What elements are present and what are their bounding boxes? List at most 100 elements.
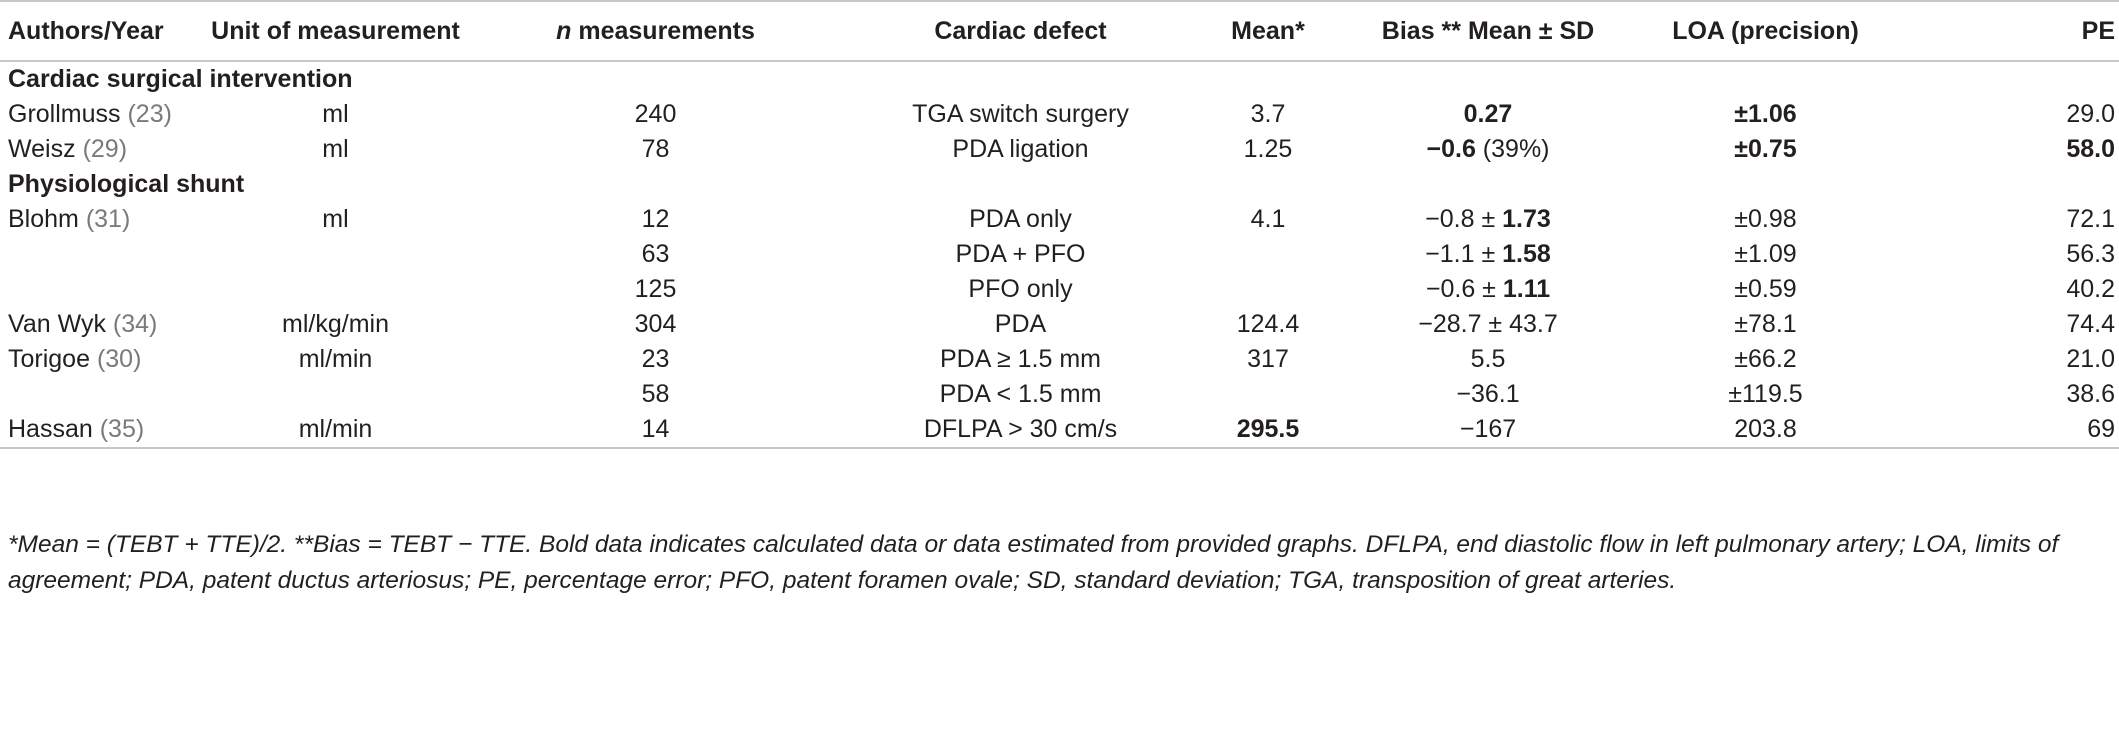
bias-sd-bold: 1.11	[1502, 275, 1551, 303]
table-row: Van Wyk (34) ml/kg/min 304 PDA 124.4 −28…	[0, 307, 2119, 342]
bias-bold: 0.27	[1463, 100, 1513, 128]
section-row: Physiological shunt	[0, 167, 2119, 202]
n-cell: 78	[641, 135, 670, 163]
unit-cell: ml/kg/min	[282, 310, 389, 338]
loa-cell: ±0.59	[1734, 275, 1797, 303]
loa-cell: ±0.98	[1734, 205, 1797, 233]
section-title: Physiological shunt	[8, 170, 245, 198]
pe-cell: 21.0	[2066, 345, 2115, 373]
author-cell: Weisz (29)	[0, 132, 198, 167]
bias-cell: −167	[1333, 412, 1643, 449]
reference-link[interactable]: (34)	[112, 310, 158, 338]
reference-link[interactable]: (29)	[82, 135, 128, 163]
author-name: Grollmuss	[8, 100, 121, 128]
header-pe: PE	[1888, 0, 2119, 62]
author-name: Blohm	[8, 205, 79, 233]
header-unit: Unit of measurement	[198, 0, 473, 62]
reference-link[interactable]: (31)	[85, 205, 131, 233]
reference-link[interactable]: (35)	[99, 415, 145, 443]
reference-link[interactable]: (30)	[96, 345, 142, 373]
table-row: Hassan (35) ml/min 14 DFLPA > 30 cm/s 29…	[0, 412, 2119, 449]
table-row: 63 PDA + PFO −1.1 ± 1.58 ±1.09 56.3	[0, 237, 2119, 272]
n-cell: 23	[641, 345, 670, 373]
unit-cell	[198, 237, 473, 272]
unit-cell: ml/min	[198, 412, 473, 449]
unit-cell: ml	[322, 135, 349, 163]
mean-cell	[1203, 272, 1333, 307]
loa-cell: ±66.2	[1734, 345, 1797, 373]
pe-cell: 29.0	[2066, 100, 2115, 128]
header-loa: LOA (precision)	[1643, 0, 1888, 62]
author-name: Hassan	[8, 415, 93, 443]
header-n-measurements: n measurements	[473, 0, 838, 62]
defect-cell: PFO only	[968, 275, 1073, 303]
defect-cell: PDA	[994, 310, 1047, 338]
loa-cell: ±0.75	[1734, 135, 1797, 163]
bias-sd-bold: 1.58	[1502, 240, 1551, 268]
mean-cell	[1203, 237, 1333, 272]
defect-cell: PDA ligation	[952, 135, 1089, 163]
bias-mean: −1.1 ±	[1425, 240, 1503, 268]
n-cell: 14	[473, 412, 838, 449]
author-name: Weisz	[8, 135, 76, 163]
section-title: Cardiac surgical intervention	[8, 65, 353, 93]
header-bias: Bias ** Mean ± SD	[1333, 0, 1643, 62]
n-cell: 304	[634, 310, 677, 338]
loa-cell: 203.8	[1643, 412, 1888, 449]
unit-cell: ml	[322, 205, 349, 233]
table-row: Blohm (31) ml 12 PDA only 4.1 −0.8 ± 1.7…	[0, 202, 2119, 237]
loa-cell: ±119.5	[1728, 380, 1803, 408]
defect-cell: PDA ≥ 1.5 mm	[940, 345, 1101, 373]
header-n-italic: n	[556, 16, 572, 45]
n-cell: 12	[641, 205, 670, 233]
table-row: Torigoe (30) ml/min 23 PDA ≥ 1.5 mm 317 …	[0, 342, 2119, 377]
defect-cell: PDA only	[969, 205, 1072, 233]
loa-cell: ±1.09	[1734, 240, 1797, 268]
bias-sd-bold: 1.73	[1502, 205, 1551, 233]
author-name: Van Wyk	[8, 310, 106, 338]
author-cell	[0, 272, 198, 307]
unit-cell: ml/min	[298, 345, 373, 373]
table-row: 125 PFO only −0.6 ± 1.11 ±0.59 40.2	[0, 272, 2119, 307]
header-mean: Mean*	[1203, 0, 1333, 62]
author-cell	[0, 237, 198, 272]
bias-cell: 0.27	[1333, 97, 1643, 132]
defect-cell: PDA < 1.5 mm	[939, 380, 1102, 408]
bias-mean: −0.6 ±	[1425, 275, 1503, 303]
table-row: 58 PDA < 1.5 mm −36.1 ±119.5 38.6	[0, 377, 2119, 412]
pe-cell: 58.0	[2066, 135, 2115, 163]
defect-cell: PDA + PFO	[955, 240, 1086, 268]
mean-cell	[1203, 377, 1333, 412]
defect-cell: TGA switch surgery	[912, 100, 1129, 128]
table-footnote: *Mean = (TEBT + TTE)/2. **Bias = TEBT − …	[8, 531, 2059, 594]
n-cell: 63	[641, 240, 670, 268]
bias-cell: −0.6 ± 1.11	[1333, 272, 1643, 307]
unit-cell: ml	[322, 100, 349, 128]
bias-mean: −0.8 ±	[1425, 205, 1503, 233]
n-cell: 58	[641, 380, 670, 408]
bias-cell: 5.5	[1470, 345, 1506, 373]
section-row: Cardiac surgical intervention	[0, 61, 2119, 97]
bias-cell: −1.1 ± 1.58	[1333, 237, 1643, 272]
bias-cell: −28.7 ± 43.7	[1418, 310, 1558, 338]
bias-rest: (39%)	[1475, 135, 1550, 163]
bias-cell: −36.1	[1456, 380, 1520, 408]
mean-cell: 4.1	[1250, 205, 1286, 233]
unit-cell	[198, 377, 473, 412]
bias-cell: −0.6 (39%)	[1333, 132, 1643, 167]
loa-cell: ±78.1	[1734, 310, 1797, 338]
author-cell: Torigoe (30)	[0, 342, 198, 377]
pe-cell: 69	[1888, 412, 2119, 449]
bias-cell: −0.8 ± 1.73	[1333, 202, 1643, 237]
comparison-table: Authors/Year Unit of measurement n measu…	[0, 0, 2119, 449]
table-row: Weisz (29) ml 78 PDA ligation 1.25 −0.6 …	[0, 132, 2119, 167]
header-authors: Authors/Year	[0, 0, 198, 62]
author-cell	[0, 377, 198, 412]
mean-cell: 317	[1247, 345, 1289, 373]
loa-cell: ±1.06	[1734, 100, 1797, 128]
defect-cell: DFLPA > 30 cm/s	[838, 412, 1203, 449]
mean-cell: 124.4	[1236, 310, 1300, 338]
pe-cell: 40.2	[2066, 275, 2115, 303]
mean-cell: 3.7	[1250, 100, 1286, 128]
reference-link[interactable]: (23)	[127, 100, 172, 128]
